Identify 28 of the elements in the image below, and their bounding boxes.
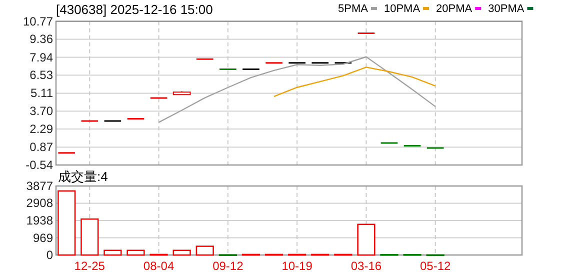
y-tick-label: 6.53 — [30, 68, 54, 82]
y-tick-label: -0.54 — [26, 158, 54, 172]
line-series — [158, 56, 436, 123]
x-tick-label: 10-19 — [282, 259, 313, 273]
y-tick-label: 2.29 — [30, 122, 54, 136]
y-tick-label: 3.70 — [30, 104, 54, 118]
y-tick-label: 969 — [32, 230, 54, 245]
x-tick-label: 05-12 — [420, 259, 452, 273]
y-tick-label: 0.87 — [30, 140, 54, 154]
legend-label: 10PMA — [384, 3, 421, 15]
y-tick-label: 10.77 — [22, 14, 54, 28]
y-tick-label: 1938 — [26, 214, 54, 228]
x-tick-label: 09-12 — [212, 259, 244, 273]
y-tick-label: 0 — [46, 248, 54, 262]
y-tick-label: 5.11 — [30, 86, 54, 100]
legend-label: 20PMA — [436, 3, 473, 15]
legend-label: 30PMA — [488, 3, 525, 15]
legend-label: 5PMA — [338, 3, 369, 15]
x-tick-label: 08-04 — [143, 259, 174, 273]
y-tick-label: 3877 — [26, 179, 54, 193]
chart-title: 成交量:4 — [58, 169, 108, 184]
y-tick-label: 9.36 — [30, 32, 54, 46]
chart-title: [430638] 2025-12-16 15:00 — [56, 2, 213, 17]
x-tick-label: 12-25 — [74, 259, 106, 273]
x-tick-label: 03-16 — [350, 259, 382, 273]
y-tick-label: 7.94 — [30, 50, 54, 64]
y-tick-label: 2908 — [26, 196, 54, 210]
line-series — [273, 66, 436, 97]
